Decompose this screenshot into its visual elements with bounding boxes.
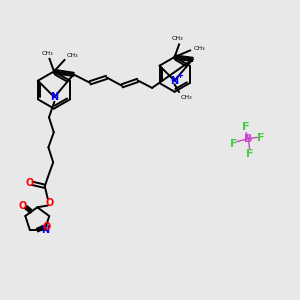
Text: CH₃: CH₃ (67, 53, 78, 58)
Text: O: O (45, 197, 53, 208)
Text: N: N (50, 92, 59, 102)
Text: F: F (230, 139, 237, 149)
Text: F: F (242, 122, 250, 133)
Text: F: F (257, 133, 265, 143)
Text: N: N (40, 225, 49, 235)
Text: F: F (246, 148, 253, 159)
Text: O: O (43, 222, 51, 232)
Text: N: N (170, 76, 178, 86)
Text: CH₃: CH₃ (193, 46, 205, 51)
Text: B: B (244, 134, 253, 144)
Text: +: + (176, 71, 183, 80)
Text: O: O (25, 178, 33, 188)
Text: CH₃: CH₃ (42, 51, 53, 56)
Text: CH₃: CH₃ (171, 35, 183, 40)
Text: O: O (19, 201, 27, 211)
Text: CH₃: CH₃ (181, 95, 192, 100)
